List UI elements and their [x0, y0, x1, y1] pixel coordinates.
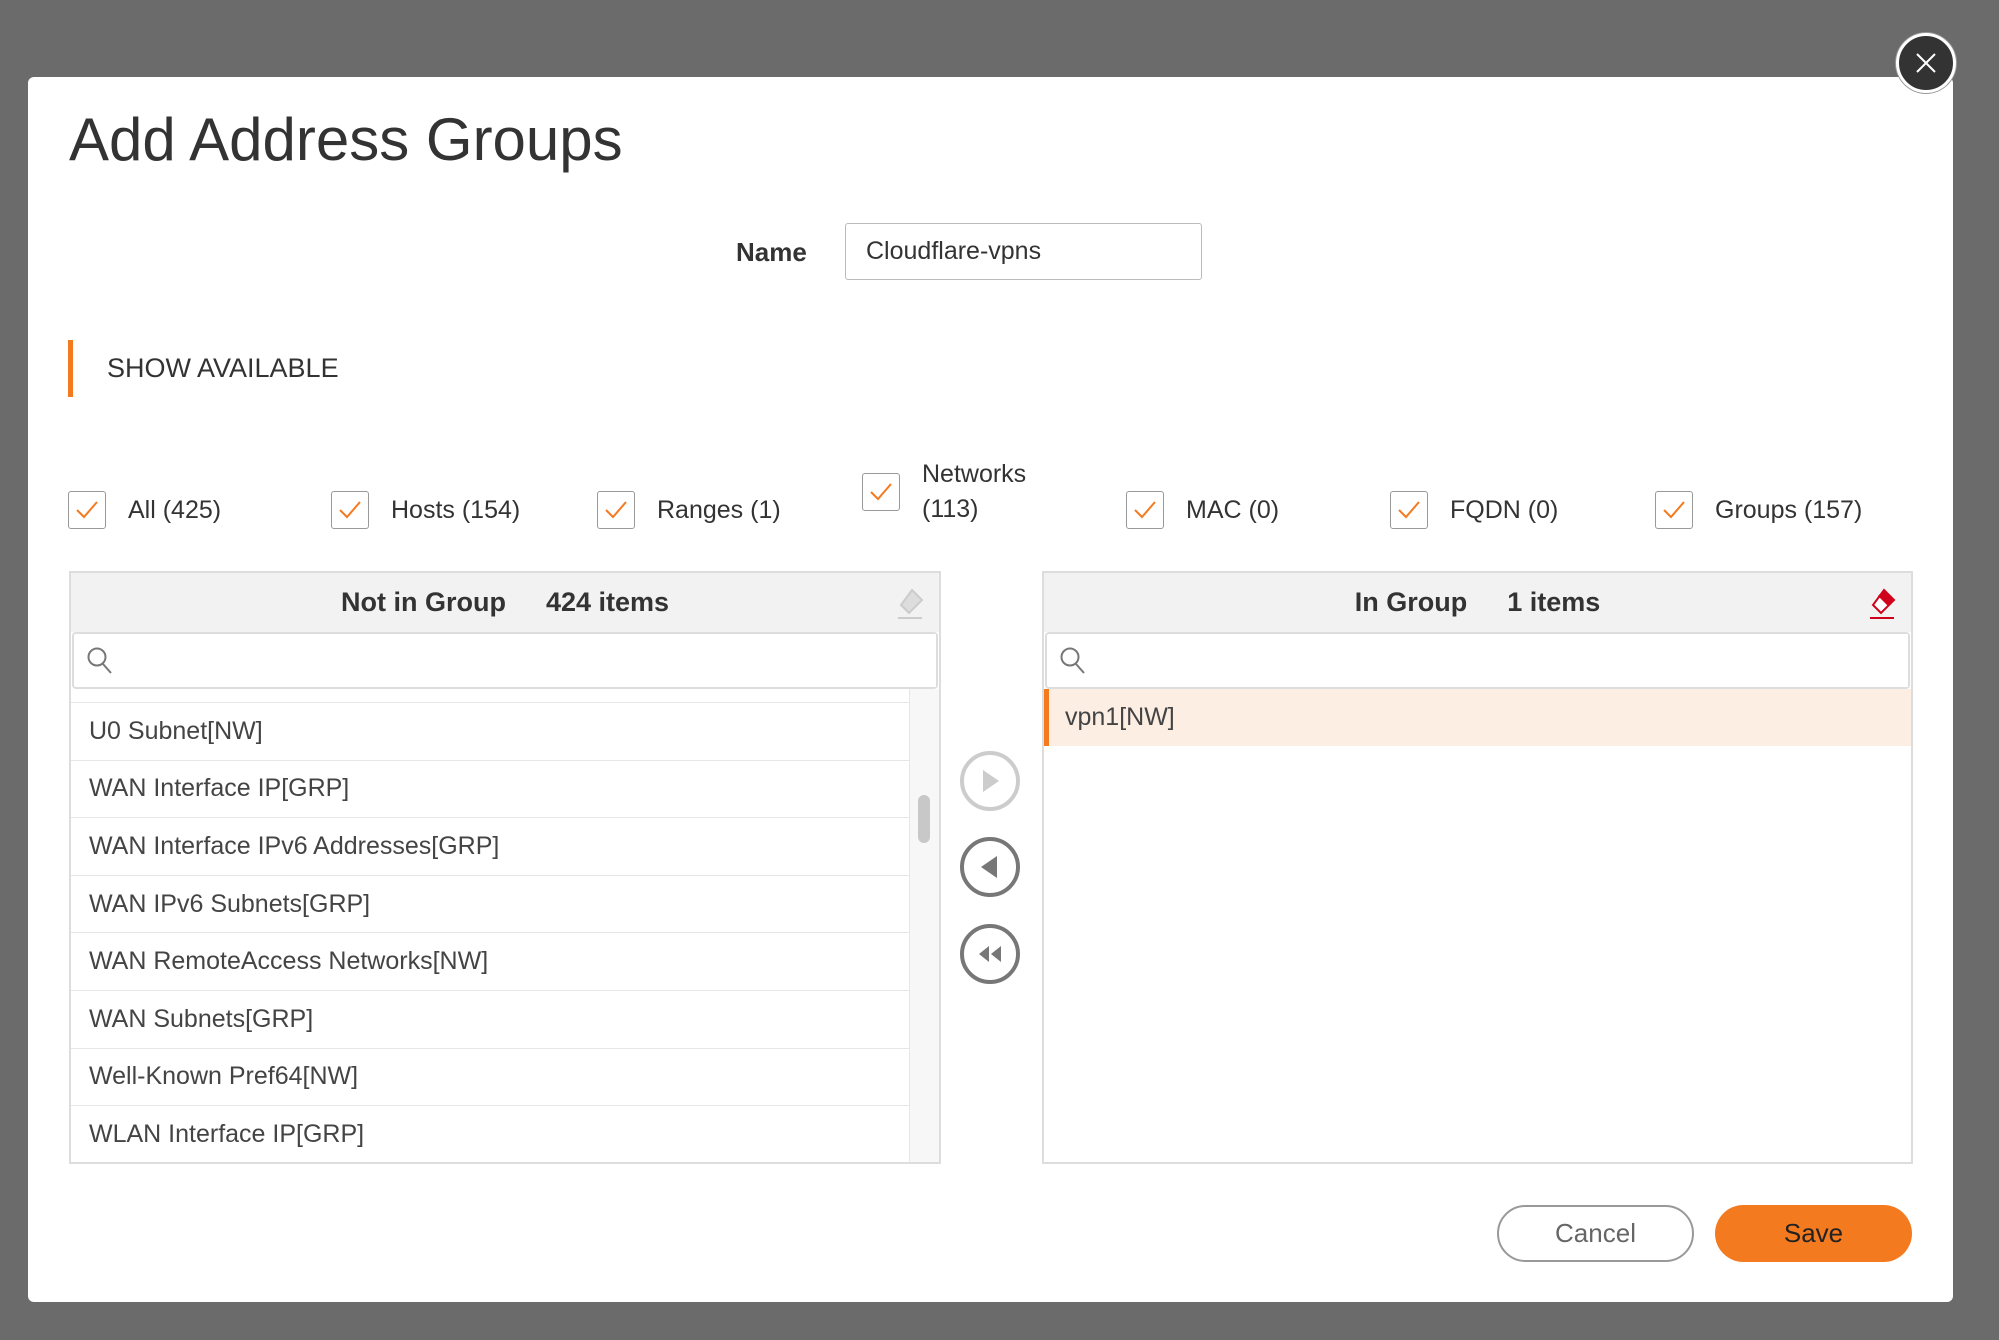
- filter-label: FQDN (0): [1450, 493, 1558, 528]
- rewind-icon: [979, 946, 1001, 962]
- panel-header: Not in Group 424 items: [71, 573, 939, 632]
- add-to-group-button[interactable]: [960, 751, 1020, 811]
- filter-checkbox[interactable]: All (425): [68, 491, 221, 529]
- save-button[interactable]: Save: [1715, 1205, 1912, 1262]
- in-group-list: vpn1[NW]: [1044, 689, 1911, 746]
- checkmark-icon: [339, 501, 361, 519]
- search-input[interactable]: [124, 634, 936, 687]
- filter-checkbox[interactable]: Groups (157): [1655, 491, 1862, 529]
- panel-title: In Group: [1354, 587, 1468, 617]
- search-icon: [1060, 647, 1085, 674]
- filter-checkbox[interactable]: Hosts (154): [331, 491, 520, 529]
- filter-label-count: (113): [922, 495, 979, 523]
- show-available-section: SHOW AVAILABLE: [68, 340, 339, 397]
- filter-label-text: Groups (157): [1715, 495, 1863, 524]
- not-in-group-list: U0 Subnet[NW] WAN Interface IP[GRP] WAN In…: [71, 689, 939, 1162]
- list-item[interactable]: WAN Interface IPv6 Addresses[GRP]: [71, 818, 909, 876]
- filter-label: Groups (157): [1715, 493, 1862, 528]
- eraser-icon[interactable]: [895, 587, 925, 628]
- list-item-selected[interactable]: vpn1[NW]: [1044, 689, 1911, 746]
- scrollbar[interactable]: [909, 689, 939, 1162]
- remove-from-group-button[interactable]: [960, 837, 1020, 897]
- eraser-icon[interactable]: [1867, 587, 1897, 628]
- filter-label: Ranges (1): [657, 493, 781, 528]
- checkmark-icon: [1134, 501, 1156, 519]
- filter-label-text: All (425): [128, 495, 222, 524]
- cancel-button[interactable]: Cancel: [1497, 1205, 1694, 1262]
- item-count: 424 items: [545, 587, 670, 617]
- list-item[interactable]: WAN Subnets[GRP]: [71, 991, 909, 1049]
- filter-label-text: Ranges (1): [657, 495, 781, 524]
- list-item[interactable]: WAN Interface IP[GRP]: [71, 761, 909, 819]
- filter-label: All (425): [128, 493, 221, 528]
- filter-label: MAC (0): [1186, 493, 1279, 528]
- in-group-search[interactable]: [1045, 632, 1910, 689]
- checkbox[interactable]: [862, 473, 900, 511]
- close-button[interactable]: [1896, 33, 1956, 93]
- filter-checkbox[interactable]: Ranges (1): [597, 491, 781, 529]
- checkbox[interactable]: [331, 491, 369, 529]
- remove-all-button[interactable]: [960, 924, 1020, 984]
- search-icon: [87, 647, 112, 674]
- filter-label-text: MAC (0): [1186, 495, 1280, 524]
- filter-label-text: FQDN (0): [1450, 495, 1559, 524]
- checkmark-icon: [605, 501, 627, 519]
- checkmark-icon: [76, 501, 98, 519]
- in-group-panel: In Group 1 items vpn1[NW]: [1042, 571, 1913, 1164]
- checkmark-icon: [870, 483, 892, 501]
- name-input[interactable]: [845, 223, 1202, 280]
- filter-checkbox[interactable]: FQDN (0): [1390, 491, 1558, 529]
- add-address-groups-dialog: Add Address Groups Name SHOW AVAILABLE A…: [28, 77, 1953, 1302]
- play-right-icon: [983, 770, 999, 792]
- list-item[interactable]: U0 Subnet[NW]: [71, 703, 909, 761]
- play-left-icon: [981, 856, 997, 878]
- checkbox[interactable]: [1126, 491, 1164, 529]
- list-item[interactable]: Well-Known Pref64[NW]: [71, 1049, 909, 1107]
- list-item[interactable]: WAN IPv6 Subnets[GRP]: [71, 876, 909, 934]
- checkbox[interactable]: [68, 491, 106, 529]
- filter-label-text: Hosts (154): [391, 495, 521, 524]
- close-icon: [1916, 53, 1936, 73]
- list-item[interactable]: WLAN Interface IP[GRP]: [71, 1106, 909, 1162]
- filter-label: Hosts (154): [391, 493, 520, 528]
- filter-checkbox[interactable]: Networks (113): [862, 457, 1026, 527]
- dialog-title: Add Address Groups: [69, 106, 623, 173]
- scrollbar-thumb[interactable]: [918, 795, 930, 843]
- item-count: 1 items: [1507, 587, 1601, 617]
- name-label: Name: [736, 237, 807, 267]
- filter-label: Networks (113): [922, 457, 1026, 527]
- checkmark-icon: [1663, 501, 1685, 519]
- filter-checkbox[interactable]: MAC (0): [1126, 491, 1279, 529]
- not-in-group-search[interactable]: [72, 632, 938, 689]
- list-item[interactable]: WAN RemoteAccess Networks[NW]: [71, 933, 909, 991]
- not-in-group-panel: Not in Group 424 items U0 Subnet[NW] WAN …: [69, 571, 941, 1164]
- checkbox[interactable]: [597, 491, 635, 529]
- panel-title: Not in Group: [340, 587, 506, 617]
- filter-label-text: Networks: [922, 460, 1027, 488]
- panel-header: In Group 1 items: [1044, 573, 1911, 632]
- checkbox[interactable]: [1655, 491, 1693, 529]
- checkbox[interactable]: [1390, 491, 1428, 529]
- checkmark-icon: [1398, 501, 1420, 519]
- search-input[interactable]: [1097, 634, 1908, 687]
